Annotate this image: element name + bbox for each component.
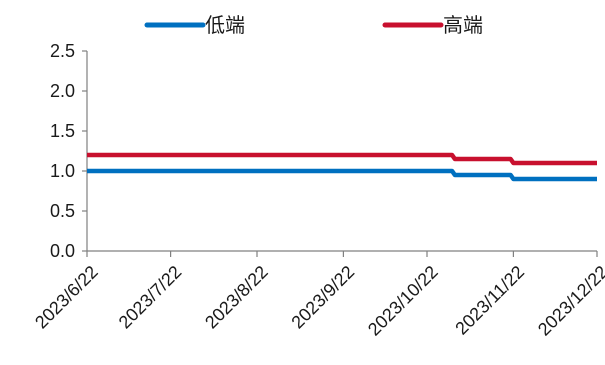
- x-tick-label: 2023/12/22: [534, 262, 605, 340]
- plot-area: [87, 152, 597, 182]
- x-tick-label: 2023/8/22: [201, 262, 272, 333]
- legend-label-1: 高端: [443, 13, 483, 37]
- legend: 低端 高端: [144, 13, 483, 37]
- y-tick-label: 0.0: [50, 241, 75, 261]
- y-tick-label: 2.5: [50, 41, 75, 61]
- y-axis: 0.0 0.5 1.0 1.5 2.0 2.5: [50, 41, 88, 261]
- x-tick-label: 2023/6/22: [31, 262, 102, 333]
- x-axis: 2023/6/22 2023/7/22 2023/8/22 2023/9/22 2023…: [31, 250, 605, 340]
- x-tick-label: 2023/9/22: [287, 262, 358, 333]
- x-tick-label: 2023/10/22: [364, 262, 442, 340]
- y-tick-label: 2.0: [50, 81, 75, 101]
- y-tick-label: 0.5: [50, 201, 75, 221]
- x-tick-label: 2023/7/22: [115, 262, 186, 333]
- y-tick-label: 1.0: [50, 161, 75, 181]
- x-tick-label: 2023/11/22: [451, 262, 528, 339]
- legend-label-0: 低端: [205, 13, 245, 37]
- y-tick-label: 1.5: [50, 121, 75, 141]
- series-line-0: [87, 168, 597, 182]
- series-line-1: [87, 152, 597, 166]
